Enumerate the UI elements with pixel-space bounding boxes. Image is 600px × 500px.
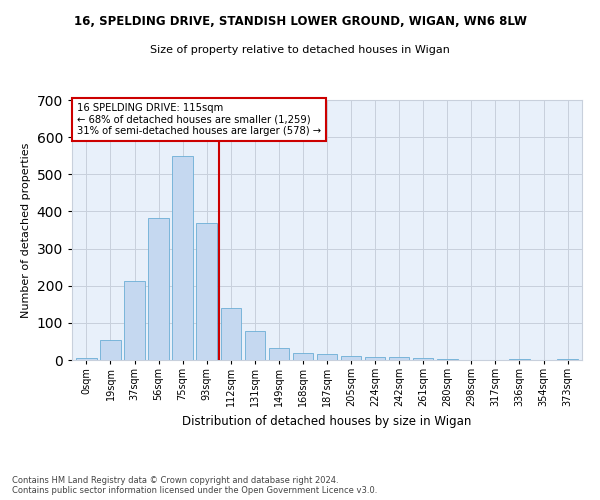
Text: 16, SPELDING DRIVE, STANDISH LOWER GROUND, WIGAN, WN6 8LW: 16, SPELDING DRIVE, STANDISH LOWER GROUN…	[74, 15, 527, 28]
Bar	[172, 156, 193, 360]
Text: 16 SPELDING DRIVE: 115sqm
← 68% of detached houses are smaller (1,259)
31% of se: 16 SPELDING DRIVE: 115sqm ← 68% of detac…	[77, 102, 321, 136]
Text: Contains public sector information licensed under the Open Government Licence v3: Contains public sector information licen…	[12, 486, 377, 495]
Bar	[317, 354, 337, 360]
Bar	[557, 359, 578, 360]
Bar	[413, 358, 433, 360]
Text: Size of property relative to detached houses in Wigan: Size of property relative to detached ho…	[150, 45, 450, 55]
Bar	[389, 356, 409, 360]
Bar	[269, 348, 289, 360]
Bar	[365, 356, 385, 360]
Bar	[341, 356, 361, 360]
X-axis label: Distribution of detached houses by size in Wigan: Distribution of detached houses by size …	[182, 414, 472, 428]
Bar	[124, 281, 145, 360]
Bar	[196, 222, 217, 360]
Bar	[293, 354, 313, 360]
Bar	[509, 359, 530, 360]
Bar	[245, 332, 265, 360]
Text: Contains HM Land Registry data © Crown copyright and database right 2024.: Contains HM Land Registry data © Crown c…	[12, 476, 338, 485]
Bar	[437, 359, 458, 360]
Bar	[76, 358, 97, 360]
Y-axis label: Number of detached properties: Number of detached properties	[21, 142, 31, 318]
Bar	[148, 218, 169, 360]
Bar	[221, 308, 241, 360]
Bar	[100, 340, 121, 360]
